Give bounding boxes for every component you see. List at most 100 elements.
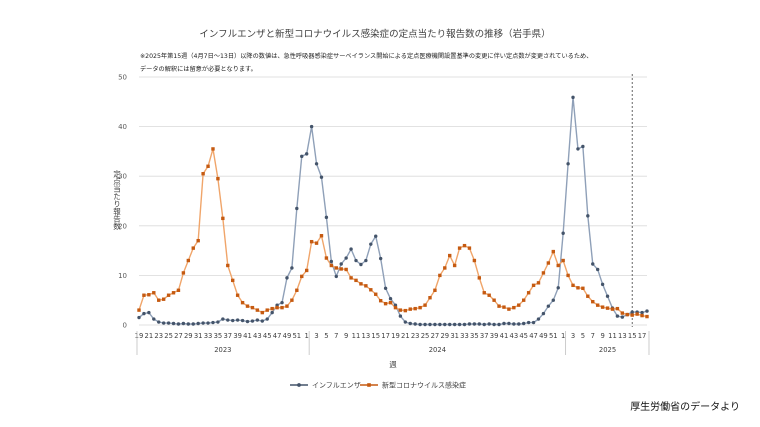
data-point xyxy=(457,246,462,250)
data-point xyxy=(359,282,363,286)
y-tick-label: 40 xyxy=(118,123,127,131)
data-point xyxy=(517,322,521,326)
x-tick-label: 45 xyxy=(519,332,528,340)
data-point xyxy=(304,268,309,273)
data-point xyxy=(413,306,417,311)
data-point xyxy=(181,321,186,326)
data-point xyxy=(300,154,304,159)
data-point xyxy=(615,306,620,311)
x-tick-label: 17 xyxy=(638,332,647,340)
data-point xyxy=(566,162,570,166)
data-point xyxy=(245,319,250,324)
x-axis-label: 週 xyxy=(389,360,397,369)
x-tick-label: 25 xyxy=(421,332,430,340)
x-tick-label: 41 xyxy=(500,332,509,340)
data-point xyxy=(581,144,585,149)
data-point xyxy=(423,303,427,307)
data-point xyxy=(556,263,560,268)
x-tick-label: 29 xyxy=(440,332,449,340)
legend-label: 新型コロナウイルス感染症 xyxy=(382,381,466,390)
series-line xyxy=(138,97,648,326)
data-point xyxy=(171,291,176,295)
data-point xyxy=(398,314,403,318)
x-tick-label: 23 xyxy=(411,332,420,340)
chart-title: インフルエンザと新型コロナウイルス感染症の定点当たり報告数の推移（岩手県） xyxy=(199,28,550,40)
year-label: 2024 xyxy=(429,346,446,354)
data-point xyxy=(142,311,146,316)
data-point xyxy=(157,320,161,324)
gridlines xyxy=(139,76,647,326)
x-tick-label: 29 xyxy=(184,332,193,340)
x-tick-label: 27 xyxy=(431,332,440,340)
data-point xyxy=(231,278,235,283)
data-point xyxy=(166,293,171,297)
data-point xyxy=(181,271,186,275)
x-tick-label: 33 xyxy=(204,332,213,340)
data-point xyxy=(369,288,373,292)
x-tick-label: 15 xyxy=(371,332,380,340)
data-point xyxy=(344,256,348,260)
data-point xyxy=(364,258,368,263)
data-point xyxy=(428,296,432,300)
data-point xyxy=(349,276,353,280)
legend: インフルエンザ 新型コロナウイルス感染症 xyxy=(290,381,466,390)
data-point xyxy=(605,294,610,298)
data-point xyxy=(467,246,472,250)
data-point xyxy=(344,267,348,272)
data-point xyxy=(383,301,388,306)
data-point xyxy=(576,286,580,290)
data-point xyxy=(265,317,269,321)
data-point xyxy=(374,234,378,238)
x-tick-label: 39 xyxy=(233,332,242,340)
year-label: 2023 xyxy=(214,346,231,354)
data-point xyxy=(255,308,260,312)
data-point xyxy=(339,267,343,271)
data-point xyxy=(378,298,383,303)
data-point xyxy=(433,288,437,292)
data-point xyxy=(546,261,551,265)
x-tick-label: 11 xyxy=(608,332,617,340)
data-point xyxy=(280,305,284,310)
data-point xyxy=(457,322,462,327)
data-point xyxy=(166,321,171,325)
data-point xyxy=(571,95,575,100)
data-point xyxy=(329,259,334,264)
x-tick-label: 43 xyxy=(510,332,519,340)
data-point xyxy=(157,298,161,302)
data-point xyxy=(285,304,289,308)
data-point xyxy=(640,313,644,318)
data-point xyxy=(541,311,546,316)
data-point xyxy=(216,320,220,324)
data-point xyxy=(378,256,383,261)
data-point xyxy=(270,310,274,315)
data-point xyxy=(364,284,368,288)
data-point xyxy=(492,298,496,302)
data-point xyxy=(260,319,265,323)
data-point xyxy=(477,276,482,280)
data-point xyxy=(309,124,314,129)
x-axis: 19 21 23 25 27 29 31 33 35 37 39 41 43 45 47 49 51 1 3 5 7 9 1… xyxy=(135,74,650,355)
x-tick-label: 5 xyxy=(581,332,585,340)
data-point xyxy=(176,288,181,292)
data-point xyxy=(536,317,541,321)
data-point xyxy=(512,305,516,310)
x-tick-label: 47 xyxy=(529,332,538,340)
data-point xyxy=(502,305,506,309)
data-point xyxy=(477,322,482,326)
x-tick-label: 47 xyxy=(273,332,282,340)
chart-note-line-1: ※2025年第15週（4月7日〜13日）以降の数値は、急性呼吸器感染症サーベイラ… xyxy=(140,52,592,60)
data-point xyxy=(240,318,245,323)
data-point xyxy=(487,322,491,326)
x-tick-label: 19 xyxy=(391,332,400,340)
data-point xyxy=(620,311,625,315)
data-point xyxy=(359,262,363,267)
data-point xyxy=(314,241,319,245)
data-point xyxy=(393,305,398,310)
x-tick-label: 7 xyxy=(591,332,595,340)
data-point xyxy=(640,310,644,315)
data-point xyxy=(265,308,269,312)
data-point xyxy=(448,253,452,258)
data-point xyxy=(561,258,565,263)
data-point xyxy=(571,283,575,288)
